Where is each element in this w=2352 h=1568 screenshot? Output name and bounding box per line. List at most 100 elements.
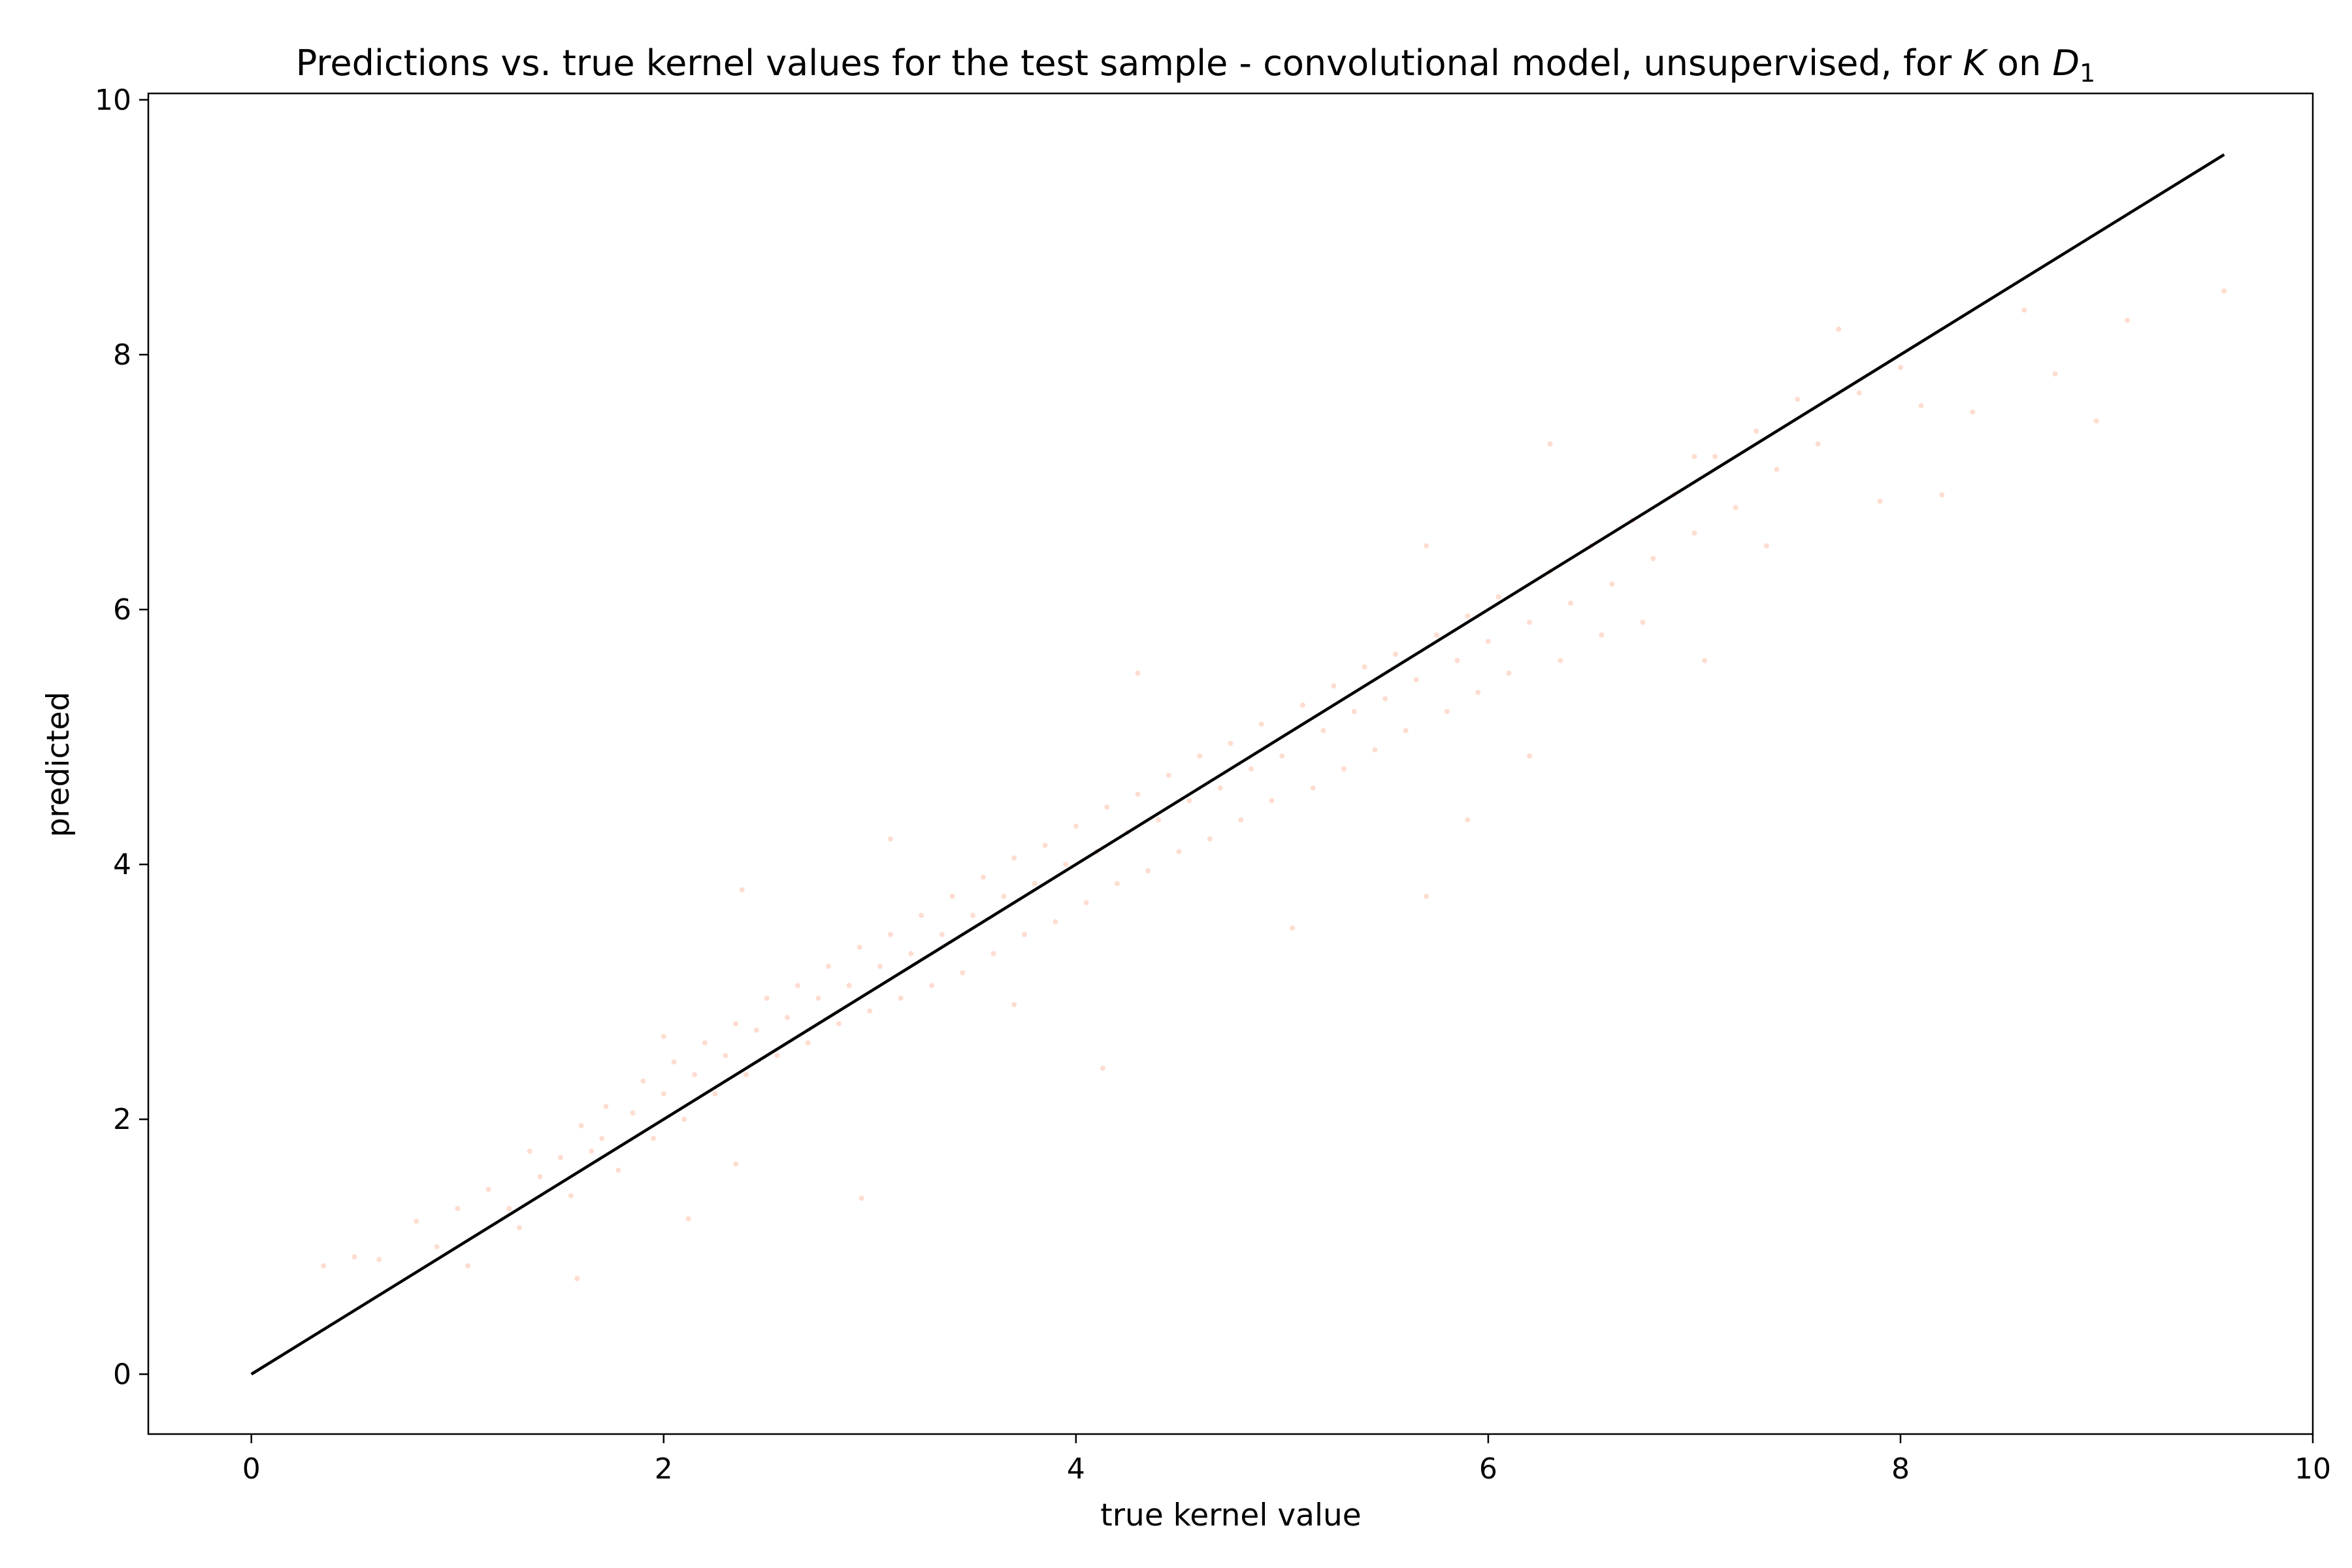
data-point — [630, 1110, 636, 1116]
data-point — [685, 1216, 691, 1222]
data-point — [1032, 881, 1037, 887]
data-point — [351, 1254, 357, 1260]
data-point — [1228, 740, 1233, 746]
data-point — [2052, 371, 2058, 377]
data-point — [2093, 418, 2099, 424]
data-point — [1599, 632, 1605, 638]
data-point — [506, 1205, 512, 1211]
data-point — [785, 1015, 791, 1021]
data-point — [1104, 804, 1110, 810]
chart-title: Predictions vs. true kernel values for t… — [296, 42, 2095, 88]
data-point — [537, 1174, 543, 1179]
data-point — [1568, 600, 1574, 606]
data-point — [516, 1225, 522, 1230]
data-point — [1258, 721, 1264, 727]
data-point — [1156, 817, 1162, 823]
data-point — [1691, 453, 1697, 459]
data-point — [1083, 900, 1089, 906]
data-point — [1702, 658, 1708, 663]
data-point — [651, 1135, 656, 1141]
y-tick-label: 10 — [95, 84, 131, 117]
data-point — [1135, 670, 1141, 676]
data-point — [733, 1021, 739, 1026]
y-tick-label: 8 — [113, 338, 131, 372]
data-point — [1320, 728, 1326, 734]
data-point — [1774, 466, 1780, 472]
data-point — [949, 893, 955, 899]
data-point — [805, 1040, 811, 1046]
data-point — [640, 1078, 646, 1084]
data-point — [1527, 619, 1532, 625]
data-point — [1135, 791, 1141, 797]
data-point — [615, 1168, 621, 1173]
data-point — [929, 983, 934, 988]
data-point — [877, 964, 883, 970]
data-point — [321, 1263, 327, 1269]
data-point — [1382, 696, 1388, 702]
data-point — [1856, 390, 1862, 396]
data-point — [1053, 919, 1058, 924]
data-point — [887, 932, 893, 938]
data-point — [794, 983, 800, 988]
data-point — [1970, 409, 1976, 415]
data-point — [1424, 893, 1429, 899]
data-point — [1238, 817, 1244, 823]
data-point — [764, 995, 770, 1001]
data-point — [661, 1091, 666, 1097]
data-point — [434, 1244, 440, 1250]
data-point — [1279, 753, 1285, 759]
data-point — [1042, 842, 1048, 848]
x-axis-label: true kernel value — [1100, 1497, 1361, 1533]
data-point — [578, 1123, 584, 1128]
data-point — [753, 1027, 759, 1033]
data-point — [661, 1034, 666, 1039]
data-point — [1413, 677, 1419, 683]
data-point — [603, 1103, 609, 1109]
data-point — [743, 1071, 749, 1077]
data-point — [1465, 613, 1471, 619]
scatter-points — [321, 288, 2227, 1281]
data-point — [1351, 709, 1357, 714]
data-point — [1115, 881, 1120, 887]
data-point — [1001, 893, 1007, 899]
data-point — [1176, 849, 1182, 855]
x-tick-label: 0 — [242, 1452, 261, 1486]
data-point — [1815, 441, 1821, 447]
chart-title-text: Predictions vs. true kernel values for t… — [296, 42, 1963, 84]
data-point — [1372, 747, 1378, 753]
data-point — [1898, 365, 1903, 370]
data-point — [1331, 683, 1337, 689]
data-point — [1836, 326, 1842, 332]
data-point — [1403, 728, 1409, 734]
data-point — [908, 951, 914, 956]
y-tick-label: 0 — [113, 1358, 131, 1391]
identity-reference-line — [250, 153, 2225, 1376]
data-point — [1269, 798, 1275, 804]
data-point — [671, 1059, 677, 1065]
data-point — [970, 913, 976, 919]
chart-title-subscript: 1 — [2080, 59, 2095, 88]
data-point — [568, 1193, 574, 1199]
data-point — [681, 1117, 687, 1122]
data-point — [2221, 288, 2227, 294]
data-point — [1691, 530, 1697, 536]
data-point — [846, 983, 852, 988]
data-point — [1186, 798, 1192, 804]
data-point — [857, 944, 862, 950]
data-point — [1290, 925, 1296, 931]
y-tick-label: 2 — [113, 1103, 131, 1136]
data-point — [1166, 772, 1171, 778]
data-point — [1795, 397, 1801, 402]
data-point — [1249, 766, 1254, 772]
data-point — [1547, 441, 1553, 447]
data-point — [376, 1256, 382, 1262]
data-point — [2021, 307, 2027, 313]
data-point — [1558, 658, 1563, 663]
chart-title-var-k: K — [1963, 42, 1988, 84]
data-point — [599, 1135, 605, 1141]
data-point — [1011, 1002, 1017, 1007]
x-tick-label: 4 — [1067, 1452, 1085, 1486]
data-point — [1465, 817, 1471, 823]
data-point — [1918, 402, 1924, 408]
data-point — [1609, 581, 1615, 587]
